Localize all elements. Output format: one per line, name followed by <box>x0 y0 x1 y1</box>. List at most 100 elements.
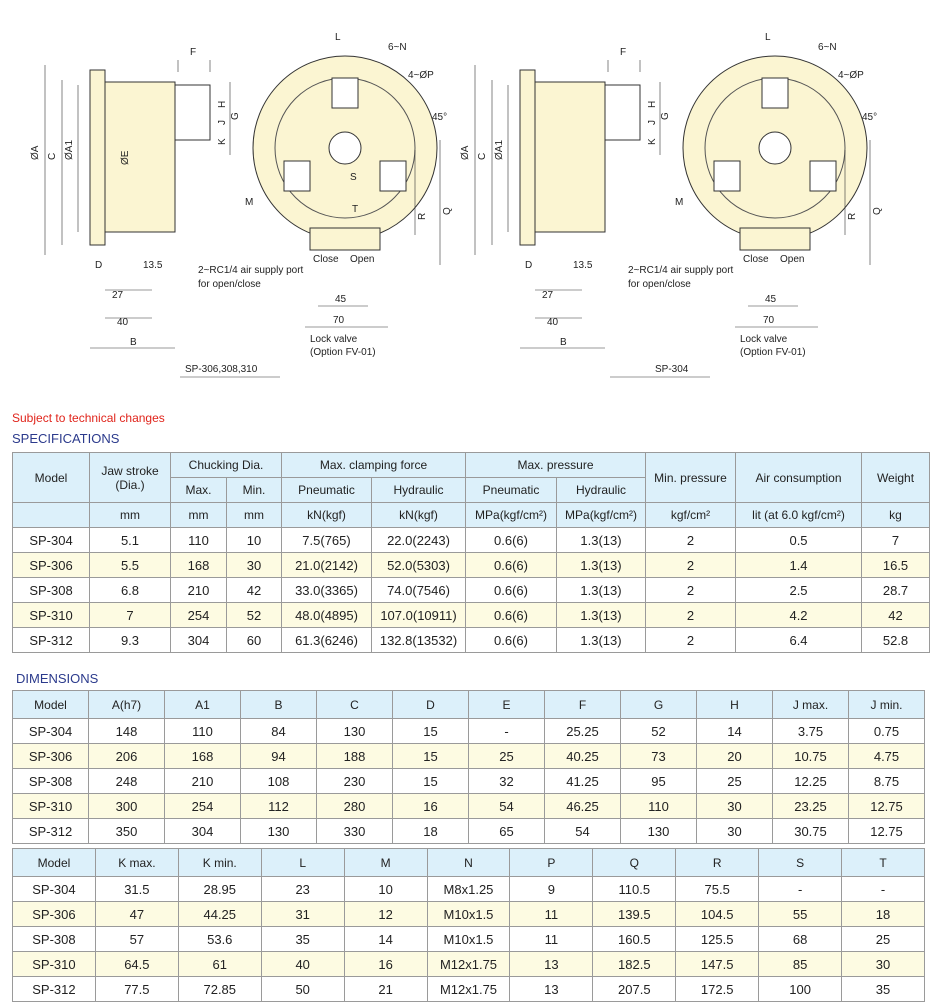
header-cell: Model <box>12 690 89 719</box>
dimension-label: M <box>675 197 683 208</box>
header-jaw-stroke: Jaw stroke (Dia.) <box>89 452 171 503</box>
table-cell: 230 <box>316 768 393 794</box>
table-cell: 2 <box>645 602 737 628</box>
table-cell: 148 <box>88 718 165 744</box>
model-cell: SP-312 <box>12 976 96 1002</box>
table-cell: 30 <box>841 951 925 977</box>
header-max-pressure: Max. pressure <box>465 452 647 478</box>
table-cell: 13 <box>509 976 594 1002</box>
model-cell: SP-304 <box>12 718 89 744</box>
table-cell: 61 <box>177 951 262 977</box>
dimension-label: 4~ØP <box>838 70 864 81</box>
dimension-label: Q <box>872 207 883 215</box>
table-cell: 35 <box>260 926 345 952</box>
dimension-label: G <box>660 112 671 120</box>
table-cell: 12.25 <box>772 768 849 794</box>
model-cell: SP-306 <box>12 552 90 578</box>
table-cell: 210 <box>164 768 241 794</box>
header-cell: H <box>696 690 773 719</box>
unit-cell: kg <box>861 502 931 528</box>
table-cell: 110 <box>620 793 697 819</box>
table-row: SP-306 5.5 168 30 21.0(2142) 52.0(5303) 0.6(6)… <box>12 552 931 578</box>
table-cell: 28.95 <box>177 876 262 902</box>
table-cell: 57 <box>94 926 179 952</box>
drawing-left: ØA C ØA1 F GH J K ØE D 13.5 27 40B L 6~N 4~ØP 45° M S T R Q C… <box>30 32 453 378</box>
table-row: SP-306 206 168 94 188 15 25 40.25 73 20 10.75 4.75 <box>12 743 925 769</box>
table-cell: 9 <box>509 876 594 902</box>
table-cell: 188 <box>316 743 393 769</box>
header-cell: K max. <box>94 848 179 877</box>
table-row: SP-304 148 110 84 130 15-25.25 52 14 3.75 0.75 <box>12 718 925 744</box>
header-cell: R <box>675 848 760 877</box>
table-cell: 31.5 <box>94 876 179 902</box>
table-cell: 6.4 <box>735 627 863 653</box>
table-row: SP-312 350 304 130 330 18 65 54 130 30 30.75 12.75 <box>12 818 925 844</box>
dimension-label: 13.5 <box>573 260 593 271</box>
table-cell: 300 <box>88 793 165 819</box>
model-cell: SP-308 <box>12 926 96 952</box>
table-cell: 280 <box>316 793 393 819</box>
table-row: SP-308 6.8 210 42 33.0(3365) 74.0(7546) 0.6(6)… <box>12 577 931 603</box>
table-cell: 10.75 <box>772 743 849 769</box>
dimension-label: 40 <box>117 317 129 328</box>
table-cell: M10x1.5 <box>426 926 511 952</box>
dimension-label: Lock valve <box>740 334 788 345</box>
table-row: SP-308 248 210 108 230 15 32 41.25 95 25 12.25 8.75 <box>12 768 925 794</box>
table-cell: 1.3(13) <box>556 527 647 553</box>
table-cell: 30.75 <box>772 818 849 844</box>
header-row: Model A(h7) A1 B C D E F G H J max. J min. <box>12 690 925 719</box>
table-cell: 40 <box>260 951 345 977</box>
table-cell: 15 <box>392 743 469 769</box>
table-cell: 21.0(2142) <box>281 552 373 578</box>
table-cell: 172.5 <box>675 976 760 1002</box>
table-cell: 139.5 <box>592 901 677 927</box>
dimensions-table-1: Model A(h7) A1 B C D E F G H J max. J min. SP-304 148… <box>12 690 925 844</box>
table-row: SP-304 31.5 28.95 23 10 M8x1.25 9 110.5 75.5- - <box>12 876 925 902</box>
header-cell: E <box>468 690 545 719</box>
table-cell: 2.5 <box>735 577 863 603</box>
dimension-label: C <box>477 153 488 160</box>
center-bore <box>758 131 792 165</box>
table-cell: 13 <box>509 951 594 977</box>
table-row: SP-310 300 254 112 280 16 54 46.25 110 30 23.25 12.… <box>12 793 925 819</box>
table-cell: 9.3 <box>89 627 171 653</box>
dimension-label: 27 <box>112 290 124 301</box>
table-cell: 206 <box>88 743 165 769</box>
table-cell: 147.5 <box>675 951 760 977</box>
table-cell: 15 <box>392 718 469 744</box>
dimension-label: 45° <box>432 112 447 123</box>
header-row: Model K max. K min. L M N P Q R S T <box>12 848 925 877</box>
table-cell: 330 <box>316 818 393 844</box>
table-cell: 350 <box>88 818 165 844</box>
table-cell: 1.3(13) <box>556 627 647 653</box>
dimension-label: 40 <box>547 317 559 328</box>
table-cell: 23.25 <box>772 793 849 819</box>
dimension-label: 13.5 <box>143 260 163 271</box>
drawing-caption: SP-306,308,310 <box>185 364 258 375</box>
dimension-label: J <box>217 120 228 125</box>
table-cell: 64.5 <box>94 951 179 977</box>
dimension-label: for open/close <box>628 279 691 290</box>
unit-cell: kN(kgf) <box>281 502 373 528</box>
dimension-label: 6~N <box>818 42 837 53</box>
table-cell: 0.75 <box>848 718 925 744</box>
table-cell: 42 <box>225 577 283 603</box>
dimension-label: J <box>647 120 658 125</box>
chuck-flange <box>89 69 106 246</box>
table-cell: 248 <box>88 768 165 794</box>
table-cell: 18 <box>392 818 469 844</box>
table-cell: 304 <box>164 818 241 844</box>
table-cell: M10x1.5 <box>426 901 511 927</box>
dimension-label: D <box>95 260 102 271</box>
table-cell: 25.25 <box>544 718 621 744</box>
header-model: Model <box>12 452 90 503</box>
model-cell: SP-304 <box>12 527 90 553</box>
table-cell: 11 <box>509 926 594 952</box>
table-cell: 14 <box>696 718 773 744</box>
header-cell: A1 <box>164 690 241 719</box>
table-cell: 30 <box>696 793 773 819</box>
table-row: SP-310 64.5 61 40 16 M12x1.75 13 182.5 147.5 85 30 <box>12 951 925 977</box>
table-cell: 46.25 <box>544 793 621 819</box>
dimension-label: (Option FV-01) <box>740 347 806 358</box>
